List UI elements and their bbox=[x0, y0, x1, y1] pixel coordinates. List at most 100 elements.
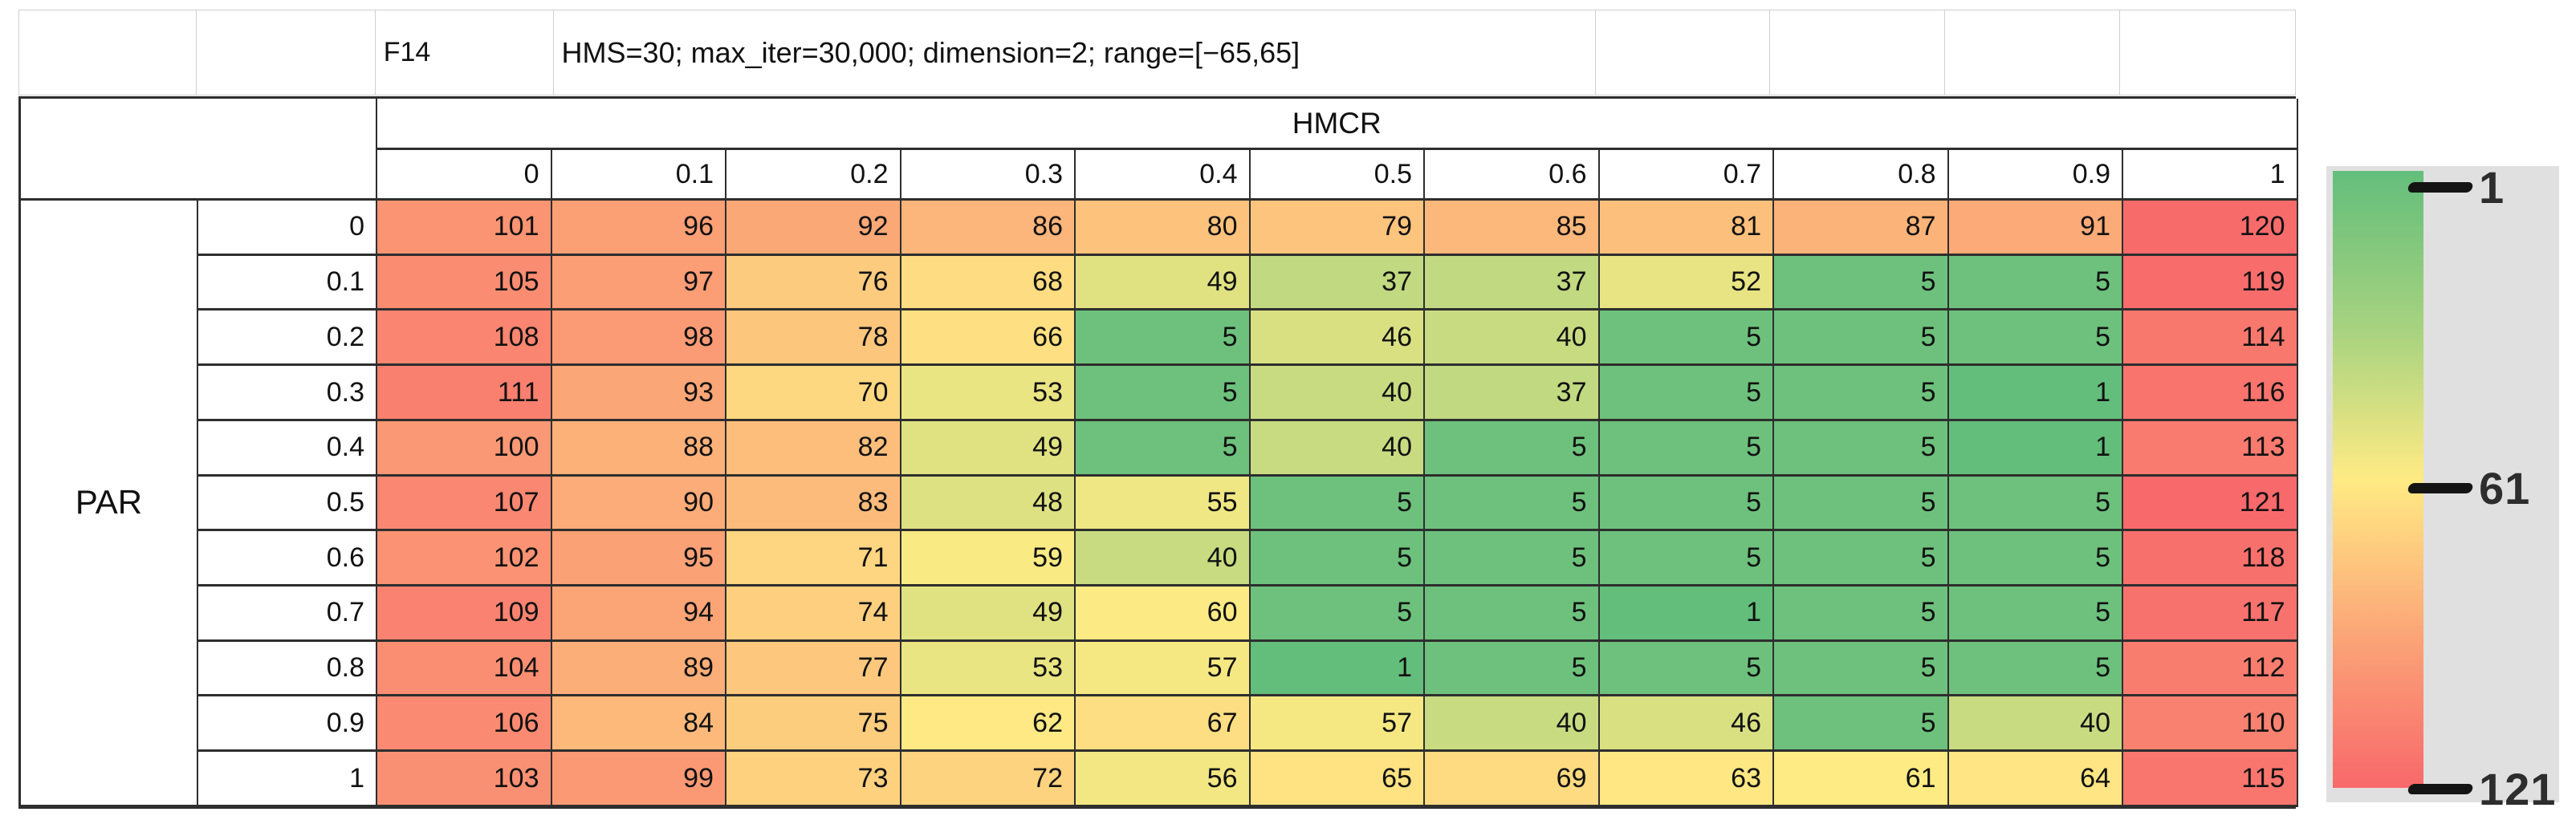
heatmap-value-cell[interactable]: 40 bbox=[1425, 311, 1600, 367]
x-axis-tick-cell[interactable]: 0.1 bbox=[551, 150, 726, 201]
heatmap-value-cell[interactable]: 48 bbox=[901, 476, 1076, 532]
empty-cell[interactable] bbox=[1770, 10, 1946, 95]
heatmap-value-cell[interactable]: 67 bbox=[1076, 696, 1251, 753]
heatmap-value-cell[interactable]: 100 bbox=[377, 420, 552, 477]
heatmap-value-cell[interactable]: 99 bbox=[551, 752, 726, 807]
x-axis-tick-cell[interactable]: 1 bbox=[2123, 150, 2298, 201]
heatmap-value-cell[interactable]: 95 bbox=[551, 531, 726, 587]
header-corner-cell[interactable] bbox=[21, 99, 377, 201]
heatmap-value-cell[interactable]: 5 bbox=[1948, 587, 2123, 642]
heatmap-value-cell[interactable]: 98 bbox=[551, 311, 726, 367]
heatmap-value-cell[interactable]: 97 bbox=[551, 255, 726, 311]
heatmap-value-cell[interactable]: 49 bbox=[901, 587, 1076, 642]
heatmap-value-cell[interactable]: 40 bbox=[1425, 696, 1600, 753]
heatmap-value-cell[interactable]: 57 bbox=[1076, 641, 1251, 697]
heatmap-value-cell[interactable]: 76 bbox=[726, 255, 901, 311]
y-axis-tick-cell[interactable]: 0 bbox=[198, 201, 377, 256]
run-params-cell[interactable]: HMS=30; max_iter=30,000; dimension=2; ra… bbox=[554, 10, 1596, 95]
heatmap-value-cell[interactable]: 86 bbox=[901, 201, 1076, 256]
heatmap-value-cell[interactable]: 52 bbox=[1599, 255, 1774, 311]
heatmap-value-cell[interactable]: 82 bbox=[726, 420, 901, 477]
heatmap-value-cell[interactable]: 5 bbox=[1774, 255, 1949, 311]
heatmap-value-cell[interactable]: 56 bbox=[1076, 752, 1251, 807]
heatmap-value-cell[interactable]: 104 bbox=[377, 641, 552, 697]
heatmap-value-cell[interactable]: 112 bbox=[2123, 641, 2298, 697]
heatmap-value-cell[interactable]: 1 bbox=[1948, 366, 2123, 421]
heatmap-value-cell[interactable]: 111 bbox=[377, 366, 552, 421]
heatmap-value-cell[interactable]: 102 bbox=[377, 531, 552, 587]
heatmap-value-cell[interactable]: 5 bbox=[1948, 641, 2123, 697]
heatmap-value-cell[interactable]: 93 bbox=[551, 366, 726, 421]
heatmap-value-cell[interactable]: 119 bbox=[2123, 255, 2298, 311]
x-axis-tick-cell[interactable]: 0.4 bbox=[1076, 150, 1251, 201]
heatmap-value-cell[interactable]: 84 bbox=[551, 696, 726, 753]
y-axis-tick-cell[interactable]: 0.9 bbox=[198, 696, 377, 753]
heatmap-value-cell[interactable]: 114 bbox=[2123, 311, 2298, 367]
heatmap-value-cell[interactable]: 71 bbox=[726, 531, 901, 587]
heatmap-value-cell[interactable]: 5 bbox=[1774, 641, 1949, 697]
heatmap-value-cell[interactable]: 5 bbox=[1425, 420, 1600, 477]
heatmap-value-cell[interactable]: 5 bbox=[1425, 587, 1600, 642]
x-axis-tick-cell[interactable]: 0.3 bbox=[901, 150, 1076, 201]
empty-cell[interactable] bbox=[2120, 10, 2295, 95]
heatmap-value-cell[interactable]: 5 bbox=[1425, 641, 1600, 697]
heatmap-value-cell[interactable]: 78 bbox=[726, 311, 901, 367]
heatmap-value-cell[interactable]: 87 bbox=[1774, 201, 1949, 256]
x-axis-tick-cell[interactable]: 0.7 bbox=[1599, 150, 1774, 201]
heatmap-value-cell[interactable]: 40 bbox=[1948, 696, 2123, 753]
heatmap-value-cell[interactable]: 46 bbox=[1599, 696, 1774, 753]
y-axis-tick-cell[interactable]: 0.1 bbox=[198, 255, 377, 311]
heatmap-value-cell[interactable]: 53 bbox=[901, 641, 1076, 697]
x-axis-tick-cell[interactable]: 0.9 bbox=[1948, 150, 2123, 201]
heatmap-value-cell[interactable]: 83 bbox=[726, 476, 901, 532]
heatmap-value-cell[interactable]: 40 bbox=[1076, 531, 1251, 587]
heatmap-value-cell[interactable]: 5 bbox=[1774, 587, 1949, 642]
heatmap-value-cell[interactable]: 5 bbox=[1076, 366, 1251, 421]
y-axis-tick-cell[interactable]: 0.7 bbox=[198, 587, 377, 642]
x-axis-tick-cell[interactable]: 0.6 bbox=[1425, 150, 1600, 201]
x-axis-tick-cell[interactable]: 0.2 bbox=[726, 150, 901, 201]
x-axis-tick-cell[interactable]: 0.5 bbox=[1250, 150, 1425, 201]
heatmap-value-cell[interactable]: 5 bbox=[1076, 420, 1251, 477]
heatmap-value-cell[interactable]: 74 bbox=[726, 587, 901, 642]
heatmap-value-cell[interactable]: 81 bbox=[1599, 201, 1774, 256]
heatmap-value-cell[interactable]: 106 bbox=[377, 696, 552, 753]
heatmap-value-cell[interactable]: 120 bbox=[2123, 201, 2298, 256]
empty-cell[interactable] bbox=[19, 10, 197, 95]
heatmap-value-cell[interactable]: 5 bbox=[1774, 311, 1949, 367]
heatmap-value-cell[interactable]: 121 bbox=[2123, 476, 2298, 532]
x-axis-tick-cell[interactable]: 0 bbox=[377, 150, 552, 201]
heatmap-value-cell[interactable]: 108 bbox=[377, 311, 552, 367]
heatmap-value-cell[interactable]: 60 bbox=[1076, 587, 1251, 642]
heatmap-value-cell[interactable]: 57 bbox=[1250, 696, 1425, 753]
heatmap-value-cell[interactable]: 40 bbox=[1250, 420, 1425, 477]
heatmap-value-cell[interactable]: 90 bbox=[551, 476, 726, 532]
heatmap-value-cell[interactable]: 37 bbox=[1425, 366, 1600, 421]
heatmap-value-cell[interactable]: 49 bbox=[1076, 255, 1251, 311]
heatmap-value-cell[interactable]: 61 bbox=[1774, 752, 1949, 807]
heatmap-value-cell[interactable]: 88 bbox=[551, 420, 726, 477]
heatmap-value-cell[interactable]: 75 bbox=[726, 696, 901, 753]
heatmap-value-cell[interactable]: 5 bbox=[1948, 531, 2123, 587]
heatmap-value-cell[interactable]: 5 bbox=[1948, 476, 2123, 532]
heatmap-value-cell[interactable]: 110 bbox=[2123, 696, 2298, 753]
empty-cell[interactable] bbox=[197, 10, 376, 95]
x-axis-title-cell[interactable]: HMCR bbox=[377, 99, 2298, 150]
heatmap-value-cell[interactable]: 5 bbox=[1250, 476, 1425, 532]
heatmap-value-cell[interactable]: 62 bbox=[901, 696, 1076, 753]
heatmap-value-cell[interactable]: 53 bbox=[901, 366, 1076, 421]
heatmap-value-cell[interactable]: 109 bbox=[377, 587, 552, 642]
heatmap-value-cell[interactable]: 116 bbox=[2123, 366, 2298, 421]
heatmap-value-cell[interactable]: 80 bbox=[1076, 201, 1251, 256]
heatmap-value-cell[interactable]: 85 bbox=[1425, 201, 1600, 256]
heatmap-value-cell[interactable]: 5 bbox=[1250, 587, 1425, 642]
heatmap-value-cell[interactable]: 115 bbox=[2123, 752, 2298, 807]
heatmap-value-cell[interactable]: 117 bbox=[2123, 587, 2298, 642]
y-axis-tick-cell[interactable]: 0.6 bbox=[198, 531, 377, 587]
y-axis-tick-cell[interactable]: 1 bbox=[198, 752, 377, 807]
heatmap-value-cell[interactable]: 5 bbox=[1425, 531, 1600, 587]
heatmap-value-cell[interactable]: 96 bbox=[551, 201, 726, 256]
heatmap-value-cell[interactable]: 46 bbox=[1250, 311, 1425, 367]
empty-cell[interactable] bbox=[1596, 10, 1771, 95]
heatmap-value-cell[interactable]: 118 bbox=[2123, 531, 2298, 587]
